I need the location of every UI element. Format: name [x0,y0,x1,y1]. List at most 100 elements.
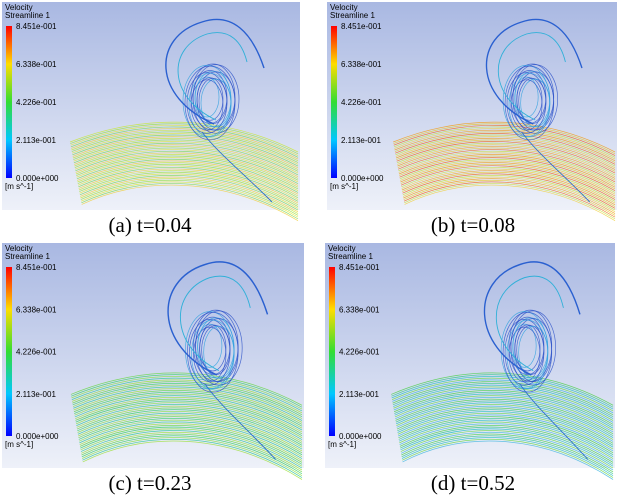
streamline-arc [201,131,273,203]
streamline [396,141,616,174]
streamline [77,412,303,450]
streamline [78,417,303,456]
streamline [75,154,299,188]
streamline-loop [184,65,236,141]
streamline [393,390,614,425]
streamline [400,428,614,467]
streamline-arc [521,131,591,203]
legend-tick-label: 2.113e-001 [16,390,56,399]
streamline [396,142,616,176]
legend-tick-label: 8.451e-001 [341,22,382,31]
streamline-arc [497,32,566,121]
streamline [392,383,614,418]
streamline [79,423,303,461]
streamline [403,179,616,216]
legend-tick-label: 4.226e-001 [341,98,382,107]
legend-tick-label: 8.451e-001 [339,263,380,272]
streamline [394,129,616,162]
streamline-loop [504,318,545,386]
streamline [393,386,614,421]
streamline [397,411,614,448]
streamline [394,131,616,163]
streamline [397,412,614,450]
streamline [398,419,614,457]
streamline [402,438,614,478]
legend-tick-label: 8.451e-001 [16,263,57,272]
streamline [73,388,303,423]
streamline-loop [186,72,228,134]
streamline [400,165,616,200]
streamline [71,128,299,160]
streamline [76,155,299,190]
streamline-loop [195,310,243,386]
streamline [77,409,303,446]
legend-tick-label: 8.451e-001 [16,22,57,31]
streamline-loop [189,318,231,386]
legend-unit: [m s^-1] [5,182,33,191]
streamline [75,400,303,437]
streamline [80,428,303,467]
streamline [77,162,299,197]
streamline [72,137,299,170]
streamline [76,405,303,442]
streamline [399,424,614,463]
streamline-arc [495,275,564,372]
caption: (a) t=0.04 [109,213,192,237]
streamline [78,419,303,457]
streamline [72,136,299,169]
streamline [402,171,616,207]
streamline [81,184,299,221]
streamline [79,424,303,463]
legend-tick-label: 4.226e-001 [16,98,57,107]
legend-tick-label: 2.113e-001 [16,136,56,145]
streamline [401,435,614,475]
streamline [75,398,303,435]
streamline [78,414,303,452]
legend-tick-label: 0.000e+000 [341,174,384,183]
streamline [74,393,303,429]
streamline [404,184,616,221]
streamline [400,426,614,465]
streamline [397,146,616,179]
streamline [393,388,614,423]
streamline-arc [483,261,581,376]
streamline [78,170,299,206]
streamline [398,150,616,184]
streamline [76,407,303,444]
legend-unit: [m s^-1] [328,440,356,449]
streamline [78,166,299,202]
streamline [74,149,299,183]
legend-tick-label: 6.338e-001 [16,60,57,69]
colorbar [331,26,337,178]
streamline [71,376,303,410]
streamline [75,397,303,433]
streamline [398,154,616,188]
streamline-arc [519,383,589,460]
streamline [81,183,299,220]
streamline-loop [510,79,543,131]
streamline [395,134,616,167]
colorbar [6,26,12,178]
legend-tick-label: 6.338e-001 [339,305,380,314]
streamline [82,437,303,477]
streamline [72,134,299,167]
streamline [396,405,614,442]
streamline [399,155,616,190]
legend-tick-label: 6.338e-001 [341,60,382,69]
streamline [394,395,614,431]
streamline [79,171,299,207]
streamline-loop [182,65,232,137]
streamline [402,173,616,209]
streamline-loop [502,311,553,393]
streamline [391,376,614,410]
streamline [77,163,299,199]
streamline [79,421,303,459]
streamline [394,391,614,427]
streamline [73,139,299,172]
streamline [400,160,616,195]
streamline [75,402,303,438]
streamline-loop [504,65,555,141]
streamline-loop [506,72,547,134]
streamline [395,133,616,165]
streamline [76,157,299,192]
